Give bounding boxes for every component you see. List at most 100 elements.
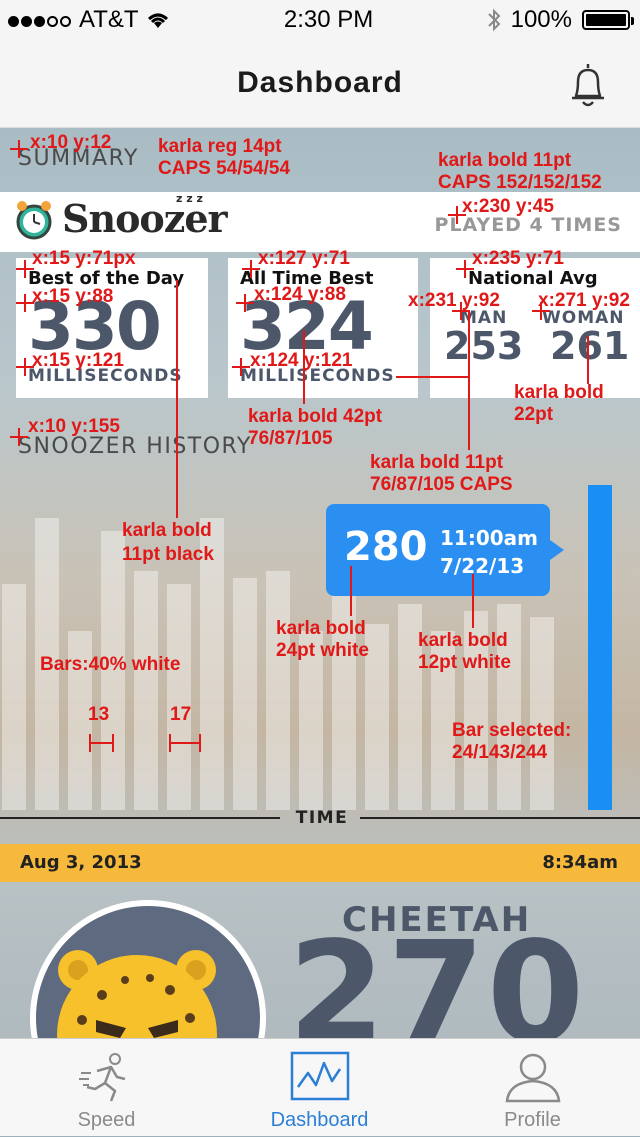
annotation: 12pt white — [418, 652, 511, 673]
tooltip-value: 280 — [344, 524, 428, 570]
marker-cross — [232, 358, 250, 376]
history-bar[interactable] — [431, 631, 455, 810]
history-bar[interactable] — [35, 518, 59, 810]
runner-icon — [78, 1053, 125, 1102]
annotation: x:124 y:121 — [250, 350, 353, 371]
history-bar[interactable] — [464, 611, 488, 810]
page-title: Dashboard — [237, 66, 403, 99]
history-bar[interactable] — [530, 617, 554, 810]
marker-cross — [16, 260, 34, 278]
marker-cross — [10, 428, 28, 446]
tab-profile[interactable]: Profile — [426, 1039, 639, 1137]
annotation-leader — [112, 734, 114, 752]
annotation: 11pt black — [122, 544, 214, 565]
annotation: x:124 y:88 — [254, 284, 346, 305]
signal-dots-icon — [8, 6, 73, 34]
annotation: x:10 y:12 — [30, 132, 112, 153]
history-bar-selected[interactable] — [588, 485, 612, 810]
carrier-name: AT&T — [79, 6, 139, 33]
annotation: x:230 y:45 — [462, 196, 554, 217]
bluetooth-icon — [487, 8, 501, 32]
history-bar[interactable] — [365, 624, 389, 810]
axis-line-left — [0, 817, 280, 819]
axis-line-right — [360, 817, 640, 819]
annotation: 76/87/105 — [248, 428, 333, 449]
bell-icon[interactable] — [566, 60, 610, 110]
annotation: 13 — [88, 704, 110, 725]
alarm-clock-icon — [16, 201, 52, 240]
annotation: karla bold — [122, 520, 212, 541]
marker-cross — [236, 294, 254, 312]
snoozer-header: Snoozer z z z PLAYED 4 TIMES — [0, 192, 640, 252]
annotation-leader — [468, 310, 470, 450]
sleep-z-mark: z z z — [176, 192, 203, 205]
annotation-leader — [472, 574, 474, 628]
wifi-icon — [147, 13, 168, 28]
annotation-leader — [350, 566, 352, 616]
history-bar[interactable] — [167, 584, 191, 810]
marker-cross — [452, 302, 470, 320]
marker-cross — [456, 260, 474, 278]
nav-bar: Dashboard — [0, 40, 640, 128]
history-label: SNOOZER HISTORY — [18, 434, 252, 459]
annotation: karla bold — [514, 382, 604, 403]
history-bar[interactable] — [497, 604, 521, 810]
history-bar[interactable] — [2, 584, 26, 810]
national-avg-label: National Avg — [468, 268, 598, 289]
best-of-day-card: Best of the Day 330 MILLISECONDS — [16, 258, 208, 398]
time-axis: TIME — [0, 808, 640, 828]
woman-value: 261 — [550, 324, 630, 368]
tab-dashboard[interactable]: Dashboard — [213, 1039, 426, 1137]
history-bar-chart — [0, 470, 640, 810]
annotation: x:15 y:88 — [32, 286, 114, 307]
marker-cross — [16, 294, 34, 312]
result-time: 8:34am — [542, 852, 618, 873]
person-icon — [505, 1053, 560, 1103]
history-bar[interactable] — [398, 604, 422, 810]
annotation-leader — [169, 734, 171, 752]
annotation-leader — [170, 742, 200, 744]
annotation: 17 — [170, 704, 192, 725]
annotation: 24/143/244 — [452, 742, 548, 763]
history-bar[interactable] — [101, 531, 125, 810]
clock: 2:30 PM — [283, 6, 374, 33]
annotation: Bar selected: — [452, 720, 572, 741]
battery-icon — [582, 10, 634, 30]
annotation: 22pt — [514, 404, 554, 425]
tab-bar: Speed Dashboard Profile — [0, 1038, 640, 1136]
history-bar[interactable] — [68, 631, 92, 810]
animal-name: CHEETAH — [342, 900, 532, 940]
tooltip-date: 7/22/13 — [440, 554, 525, 578]
all-time-best-label: All Time Best — [240, 268, 374, 289]
national-avg-card: National Avg MAN 253 WOMAN 261 — [430, 258, 640, 398]
annotation: CAPS 152/152/152 — [438, 172, 602, 193]
marker-cross — [10, 140, 28, 158]
pulse-chart-icon — [290, 1051, 349, 1101]
annotation: karla bold — [276, 618, 366, 639]
annotation: x:15 y:121 — [32, 350, 124, 371]
annotation-leader — [199, 734, 201, 752]
result-date-bar: Aug 3, 2013 8:34am — [0, 844, 640, 882]
history-bar[interactable] — [299, 631, 323, 810]
history-bar[interactable] — [200, 518, 224, 810]
tab-speed-label: Speed — [77, 1109, 136, 1131]
all-time-best-card: All Time Best 324 MILLISECONDS — [228, 258, 418, 398]
history-bar[interactable] — [233, 578, 257, 810]
annotation: x:10 y:155 — [28, 416, 120, 437]
annotation: karla bold 11pt — [370, 452, 504, 473]
annotation: karla bold 42pt — [248, 406, 383, 427]
annotation: x:127 y:71 — [258, 248, 350, 269]
annotation-leader — [303, 330, 305, 404]
history-bar[interactable] — [332, 571, 356, 810]
all-time-best-value: 324 — [240, 288, 374, 365]
annotation: x:231 y:92 — [408, 290, 500, 311]
annotation: Bars:40% white — [40, 654, 181, 675]
man-label: MAN — [460, 308, 508, 328]
marker-cross — [532, 302, 550, 320]
tab-dashboard-label: Dashboard — [270, 1109, 369, 1131]
history-bar[interactable] — [266, 571, 290, 810]
history-bar[interactable] — [134, 571, 158, 810]
summary-label: SUMMARY — [18, 146, 139, 171]
tooltip-time: 11:00am — [440, 526, 538, 550]
tab-speed[interactable]: Speed — [0, 1039, 213, 1137]
